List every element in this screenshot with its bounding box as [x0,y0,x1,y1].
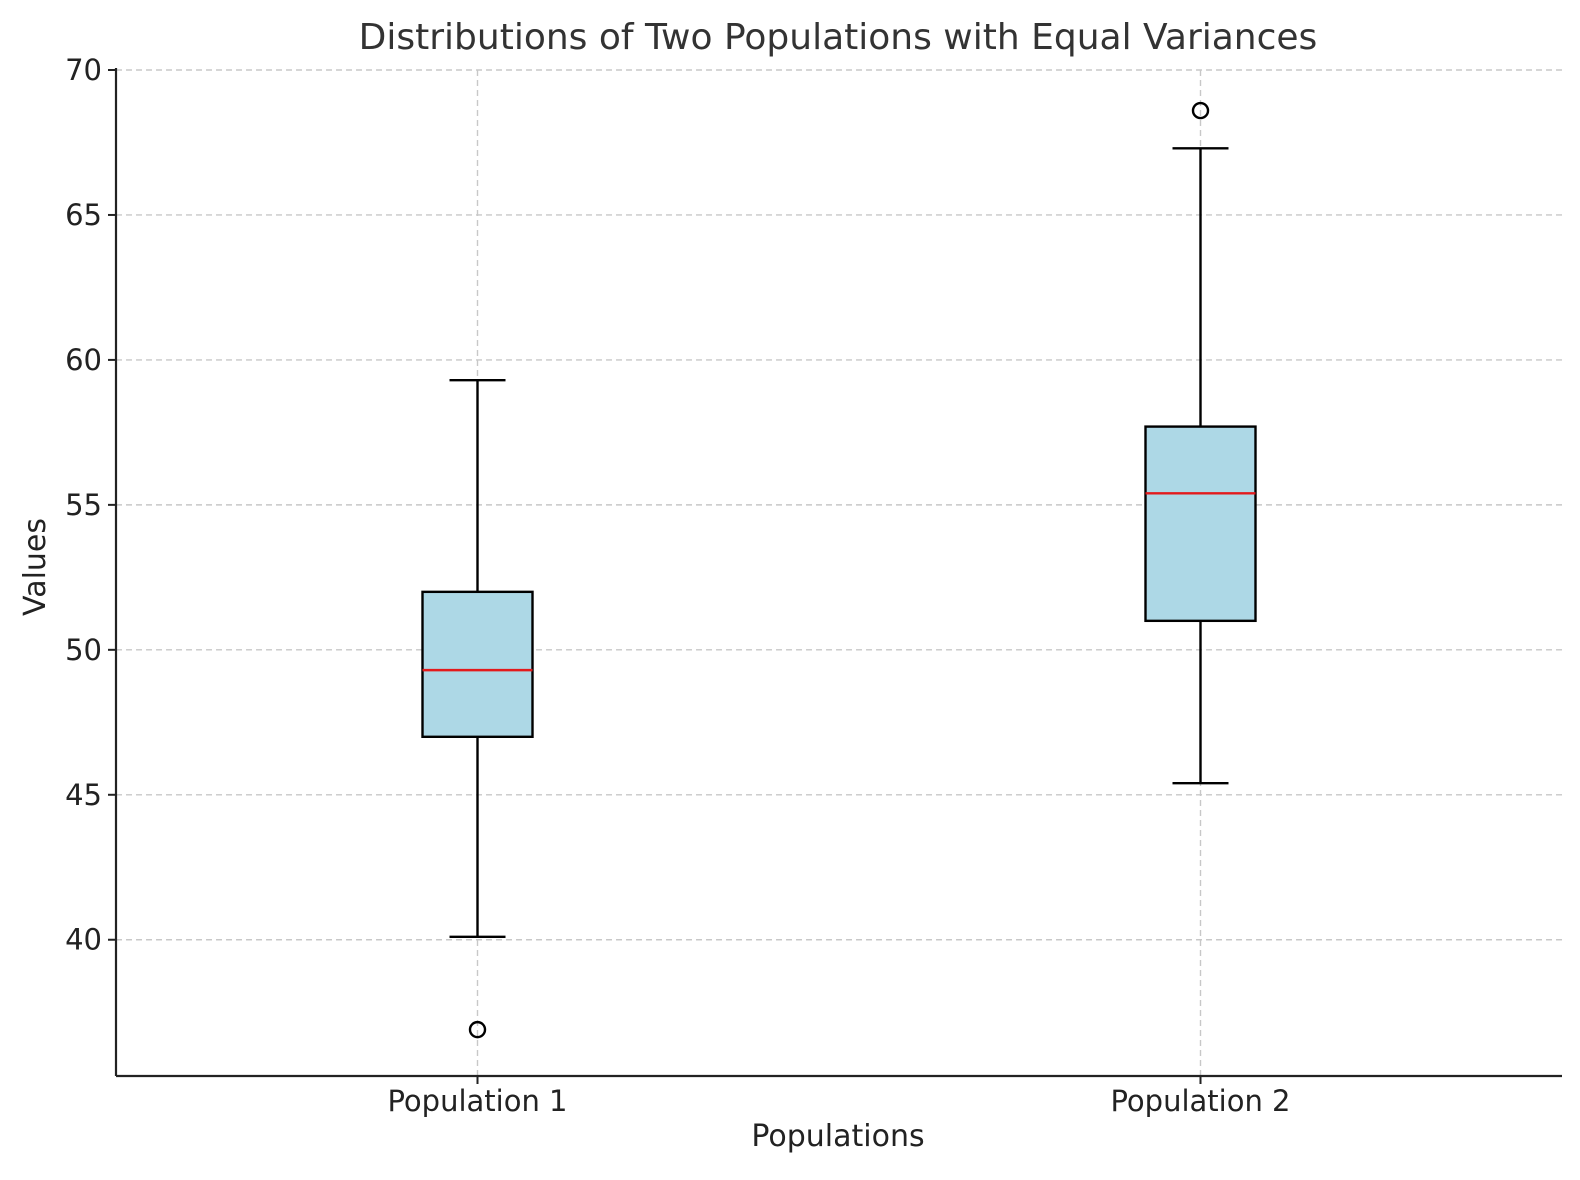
x-tick-label: Population 2 [1110,1084,1290,1118]
y-tick-label: 55 [65,488,102,522]
box-group-1 [421,379,534,1039]
y-tick-label: 40 [65,923,102,957]
x-axis-label: Populations [751,1119,924,1154]
box-layer [421,101,1257,1039]
y-tick-label: 65 [65,198,102,232]
y-tick-label: 45 [65,778,102,812]
y-tick-label: 60 [65,343,102,377]
iqr-box [421,590,534,739]
y-axis-label: Values [18,518,53,616]
iqr-box [1144,425,1257,623]
grid-layer [116,69,1562,1076]
y-tick-label: 70 [65,53,102,87]
chart-title: Distributions of Two Populations with Eq… [359,17,1318,58]
axis-layer: 40 45 50 55 60 65 70 Population 1 Population 2 [65,53,1562,1118]
box-group-2 [1144,101,1257,785]
x-tick-label: Population 1 [387,1084,567,1118]
outlier-point [468,1020,487,1039]
y-tick-label: 50 [65,633,102,667]
outlier-point [1191,101,1210,120]
